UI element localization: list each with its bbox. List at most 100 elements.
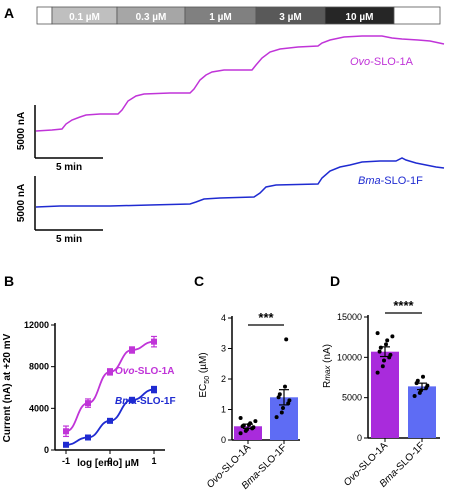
conc-segment-label: 1 µM <box>209 12 231 23</box>
bar-data-point <box>279 410 284 415</box>
chart-b-ytick-label: 12000 <box>24 320 49 330</box>
dose-response-chart: 0 4000 8000 12000 -1 0 1 <box>24 320 165 466</box>
chart-b-legend-bma-rest: -SLO-1F <box>137 396 176 407</box>
panel-label-b: B <box>4 273 14 289</box>
bar-data-point <box>390 334 395 339</box>
scalebar-a1: 5000 nA 5 min <box>16 105 103 173</box>
bar-data-point <box>287 398 292 403</box>
bar <box>234 426 262 440</box>
chart-b-point <box>63 428 69 435</box>
chart-b-series-line <box>65 340 155 433</box>
bar-data-point <box>375 331 380 336</box>
bar-ytick-label: 10000 <box>337 352 362 362</box>
bma-trace <box>35 157 445 208</box>
chart-d-ylabel-sub: max <box>323 365 332 381</box>
chart-b-legend-ovo: Ovo-SLO-1A <box>115 366 174 377</box>
chart-b-legend-bma-italic: Bma <box>115 396 137 407</box>
bar-data-point <box>378 345 383 350</box>
chart-b-point <box>129 397 135 403</box>
bar-ytick-label: 0 <box>357 433 362 443</box>
scalebar-a2-xlabel: 5 min <box>56 234 82 245</box>
chart-c-ylabel-subscript: 50 <box>204 376 211 384</box>
bar <box>371 351 399 438</box>
scalebar-a1-ylabel: 5000 nA <box>16 112 27 150</box>
bar-data-point <box>281 405 285 410</box>
bar-data-point <box>375 370 380 375</box>
ovo-trace-label-rest: -SLO-1A <box>370 56 413 68</box>
chart-b-point <box>85 400 91 407</box>
bar-data-point <box>283 384 287 389</box>
bar-data-point <box>245 427 249 432</box>
conc-segment-label: 0.1 µM <box>69 12 100 23</box>
chart-b-point <box>151 386 157 393</box>
chart-b-legend-bma: Bma-SLO-1F <box>115 396 176 407</box>
bar-data-point <box>251 425 256 430</box>
conc-segment-label: 3 µM <box>279 12 301 23</box>
ovo-trace-line <box>35 35 445 132</box>
bar-data-point <box>384 342 388 347</box>
bar-ytick-label: 2 <box>221 374 226 384</box>
bma-trace-label-italic: Bma <box>358 175 381 187</box>
significance-label: *** <box>258 310 274 325</box>
bar-category-label-rest: -SLO-1F <box>392 440 427 475</box>
chart-b-ylabel: Current (nA) at +20 mV <box>2 333 13 442</box>
chart-b-point <box>129 347 135 353</box>
bar-data-point <box>248 421 253 426</box>
concentration-bar: 0.1 µM 0.3 µM 1 µM 3 µM 10 µM <box>36 6 441 25</box>
chart-b-point <box>151 338 157 345</box>
bar-data-point <box>241 423 246 428</box>
bar-data-point <box>238 416 243 421</box>
chart-c-ylabel-unit: (µM) <box>198 352 209 376</box>
bar-data-point <box>385 338 390 343</box>
bar-data-point <box>425 383 430 388</box>
bma-trace-line <box>35 157 445 208</box>
ovo-trace-label-italic: Ovo <box>350 56 370 68</box>
conc-segment <box>393 6 441 25</box>
bar-category-label-rest: -SLO-1F <box>254 442 289 477</box>
chart-d-ylabel: Rmax (nA) <box>322 344 333 388</box>
bar-ytick-label: 3 <box>221 344 226 354</box>
panel-label-a: A <box>4 5 14 21</box>
bar-ytick-label: 0 <box>221 435 226 445</box>
chart-b-point <box>85 434 91 441</box>
scalebar-a1-xlabel: 5 min <box>56 162 82 173</box>
bar <box>408 386 436 438</box>
ovo-trace <box>35 35 445 132</box>
bar-data-point <box>276 395 281 400</box>
bar-ytick-label: 5000 <box>342 393 362 403</box>
bar-data-point <box>421 374 425 379</box>
chart-b-xtick-label: -1 <box>62 456 70 466</box>
chart-b-legend-ovo-rest: -SLO-1A <box>134 366 174 377</box>
chart-b-point <box>63 441 69 448</box>
bar-data-point <box>274 415 279 420</box>
chart-d-ylabel-unit: (nA) <box>322 344 333 366</box>
chart-b-ytick-label: 0 <box>44 445 49 455</box>
chart-b-xtick-label: 1 <box>151 456 156 466</box>
chart-b-xtick-label: 0 <box>107 456 112 466</box>
bar-data-point <box>412 394 417 399</box>
bar-ytick-label: 15000 <box>337 312 362 322</box>
bar-category-label-rest: -SLO-1A <box>218 442 254 478</box>
significance-label: **** <box>393 298 414 313</box>
bar-data-point <box>238 431 243 436</box>
bar-data-point <box>277 392 282 397</box>
bma-trace-label: Bma-SLO-1F <box>358 175 423 187</box>
bar-category-label-rest: -SLO-1A <box>355 440 391 476</box>
panel-label-c: C <box>194 273 204 289</box>
chart-c-ylabel: EC50 (µM) <box>198 352 211 397</box>
bar-data-point <box>377 349 382 354</box>
ovo-trace-label: Ovo-SLO-1A <box>350 56 414 68</box>
chart-b-ytick-label: 8000 <box>29 362 49 372</box>
bar-data-point <box>253 419 258 424</box>
conc-segment-label: 10 µM <box>346 12 374 23</box>
bar-data-point <box>419 388 423 393</box>
bar-data-point <box>380 364 385 369</box>
bar-ytick-label: 4 <box>221 313 226 323</box>
chart-b-point <box>107 417 113 424</box>
chart-b-xlabel: log [emo] µM <box>77 458 139 469</box>
conc-segment <box>36 6 53 25</box>
bar-data-point <box>284 337 289 342</box>
conc-segment-label: 0.3 µM <box>136 12 167 23</box>
